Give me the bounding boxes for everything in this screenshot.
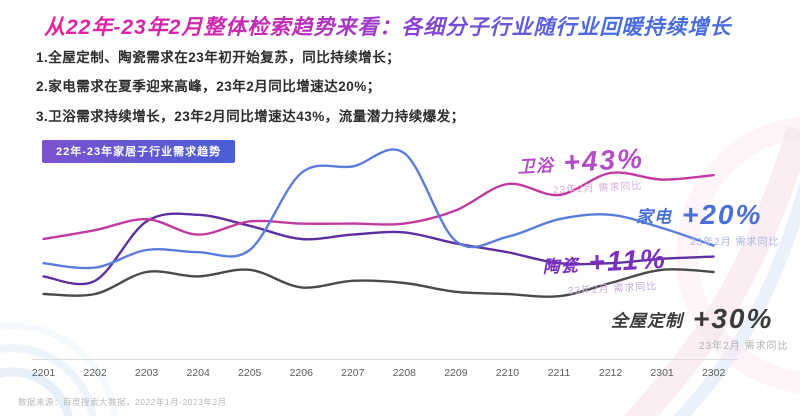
callout-jiadian: 家电 +20% 23年2月 需求同比	[636, 199, 779, 248]
series-line-taoci	[42, 212, 715, 286]
x-tick-label: 2207	[341, 367, 365, 379]
callout-series-label: 全屋定制	[611, 311, 683, 331]
x-tick-label: 2202	[83, 367, 107, 379]
x-tick-label: 2203	[135, 367, 159, 379]
summary-bullets: 1.全屋定制、陶瓷需求在23年初开始复苏，同比持续增长； 2.家电需求在夏季迎来…	[36, 48, 756, 136]
callout-percent: +43%	[562, 142, 645, 178]
series-line-weiyu	[42, 171, 715, 241]
x-tick-label: 2205	[238, 367, 262, 379]
callout-percent: +20%	[682, 199, 763, 230]
callout-series-label: 卫浴	[517, 155, 555, 177]
callout-series-label: 陶瓷	[542, 255, 580, 277]
callout-percent: +30%	[693, 303, 774, 334]
series-line-quanwu	[42, 268, 715, 298]
callout-taoci: 陶瓷 +11% 23年2月 需求同比	[542, 243, 669, 298]
chart-title-badge: 22年-23年家居子行业需求趋势	[42, 140, 236, 163]
x-tick-label: 2210	[496, 367, 520, 379]
x-tick-label: 2206	[290, 367, 314, 379]
x-tick-label: 2211	[548, 367, 571, 379]
bullet-item-1: 1.全屋定制、陶瓷需求在23年初开始复苏，同比持续增长；	[36, 50, 401, 65]
x-tick-label: 2301	[650, 367, 674, 379]
x-tick-label: 2204	[186, 367, 210, 379]
callout-quanwu: 全屋定制 +30% 23年2月 需求同比	[611, 303, 788, 352]
callout-subtitle: 23年2月 需求同比	[699, 341, 789, 352]
x-tick-label: 2209	[444, 367, 468, 379]
series-line-jiadian	[42, 148, 715, 270]
callout-percent: +11%	[587, 242, 668, 278]
x-tick-label: 2208	[393, 367, 417, 379]
bullet-item-2: 2.家电需求在夏季迎来高峰，23年2月同比增速达20%；	[36, 79, 381, 95]
callout-series-label: 家电	[636, 207, 672, 227]
x-tick-label: 2201	[32, 367, 56, 379]
x-tick-label: 2302	[702, 367, 726, 379]
callout-subtitle: 23年2月 需求同比	[690, 237, 780, 248]
data-source-note: 数据来源：百度搜索大数据，2022年1月-2023年2月	[18, 397, 227, 407]
bullet-item-3: 3.卫浴需求持续增长，23年2月同比增速达43%，流量潜力持续爆发；	[36, 108, 465, 124]
callout-weiyu: 卫浴 +43% 23年2月 需求同比	[517, 143, 646, 199]
x-tick-label: 2212	[599, 367, 623, 379]
